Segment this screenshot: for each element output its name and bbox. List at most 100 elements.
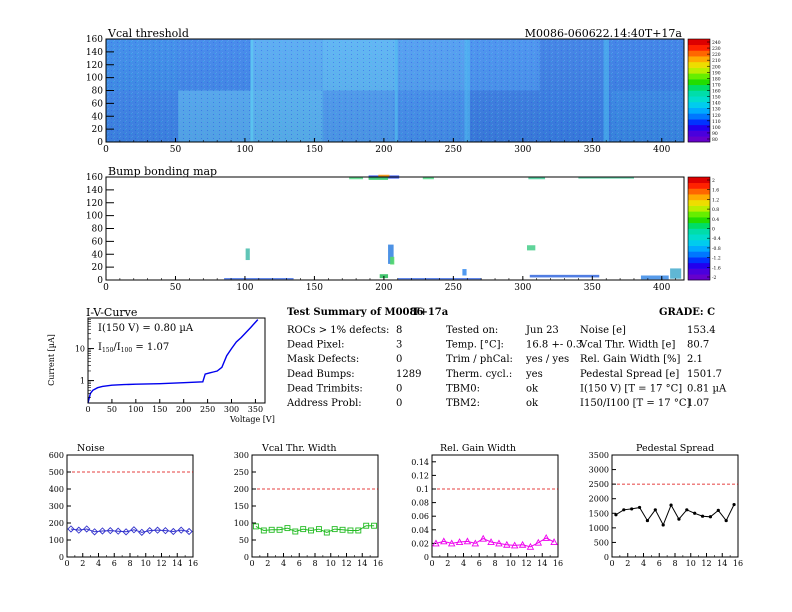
summary-label: Dead Bumps: — [287, 369, 355, 380]
data-point — [339, 526, 346, 533]
scale-band — [688, 234, 710, 241]
test-summary: Test Summary of M0086 T+17a GRADE: C ROC… — [286, 307, 727, 409]
y-tick-label: 60 — [92, 237, 104, 247]
scale-tick-label: 100 — [712, 125, 721, 131]
scale-band — [688, 73, 710, 80]
x-tick-label: 6 — [297, 559, 302, 568]
y-tick-label: 0 — [59, 553, 64, 562]
scale-band — [688, 268, 710, 275]
y-tick-label: 500 — [594, 538, 609, 547]
summary-label: I(150 V) [T = 17 °C] — [580, 383, 682, 394]
y-tick-label: 100 — [86, 212, 103, 222]
data-point — [645, 518, 650, 523]
data-point — [440, 537, 448, 545]
iv-x-tick-label: 350 — [248, 405, 263, 414]
data-point — [432, 539, 440, 547]
summary-value: 0.81 µA — [687, 383, 727, 394]
scale-tick-label: 1.2 — [712, 197, 719, 203]
iv-x-tick-label: 50 — [107, 405, 117, 414]
y-tick-label: 100 — [49, 536, 64, 545]
small-plot-frame — [431, 454, 559, 558]
x-tick-label: 4 — [96, 559, 101, 568]
module-label: M0086-060622.14:40T+17a — [525, 27, 683, 40]
small-plot-title: Noise — [77, 443, 105, 454]
small-plot-title: Pedestal Spread — [636, 443, 714, 454]
scale-band — [688, 194, 710, 201]
scale-tick-label: 160 — [712, 89, 721, 95]
data-point — [708, 515, 713, 519]
scale-band — [688, 56, 710, 63]
series-line — [615, 503, 735, 527]
y-tick-label: 100 — [234, 519, 249, 528]
bump-bonding-map: 0 50 100 150 200 250 300 350 400 0 20 40 60 80 100 120 1… — [86, 173, 685, 293]
vcal-map-title: Vcal threshold — [107, 27, 189, 40]
scale-band — [688, 239, 710, 246]
y-tick-label: 200 — [234, 485, 249, 494]
y-tick-label: 60 — [92, 99, 104, 109]
data-point — [292, 528, 299, 535]
data-point — [114, 527, 122, 535]
iv-x-tick-label: 0 — [85, 405, 90, 414]
y-tick-label: 20 — [92, 263, 104, 273]
data-point — [185, 527, 193, 536]
y-tick-label: 100 — [86, 74, 103, 84]
small-plot: Noise 0 2 4 6 8 10 12 14 16 0 100 200 300 400 500 600 — [49, 443, 198, 568]
summary-label: Tested on: — [446, 325, 498, 336]
x-tick-label: 250 — [445, 145, 462, 155]
y-tick-label: 300 — [49, 502, 64, 511]
data-point — [447, 539, 456, 547]
edge-column — [464, 39, 471, 142]
data-point — [153, 526, 162, 534]
x-tick-label: 0 — [103, 145, 109, 155]
y-tick-label: 120 — [86, 61, 103, 71]
data-point — [637, 505, 642, 510]
x-tick-label: 8 — [127, 559, 132, 568]
data-point — [463, 537, 472, 545]
iv-frame — [87, 317, 266, 404]
scale-band — [688, 188, 710, 195]
summary-label: Temp. [°C]: — [446, 340, 504, 351]
summary-title: Test Summary of M0086 — [287, 307, 423, 318]
y-tick-label: 0.04 — [411, 526, 429, 535]
data-point — [106, 527, 114, 535]
x-tick-label: 350 — [584, 283, 601, 293]
x-tick-label: 8 — [312, 559, 317, 568]
x-tick-label: 400 — [653, 283, 670, 293]
scale-tick-label: 0 — [712, 227, 715, 233]
grade-label: GRADE: C — [659, 307, 715, 318]
data-point — [98, 527, 107, 535]
summary-value: 0 — [396, 354, 402, 365]
scale-band — [688, 96, 710, 103]
summary-value: yes — [525, 369, 543, 380]
x-tick-label: 100 — [236, 145, 253, 155]
y-tick-label: 1500 — [589, 509, 609, 518]
data-point — [315, 526, 322, 533]
data-point — [67, 525, 75, 533]
x-tick-label: 100 — [236, 283, 253, 293]
data-point — [83, 525, 91, 533]
x-tick-label: 12 — [341, 559, 351, 568]
iv-curve-plot: 0 50 100 150 200 250 300 350 1 10 Voltage [V] Curre… — [47, 317, 275, 424]
data-point — [138, 528, 146, 536]
x-tick-label: 2 — [265, 559, 270, 568]
y-tick-label: 2000 — [589, 495, 609, 504]
ratio-i: I — [98, 342, 102, 353]
x-tick-label: 16 — [553, 559, 563, 568]
y-tick-label: 600 — [49, 451, 64, 460]
summary-label: TBM0: — [446, 383, 480, 394]
summary-value: yes / yes — [525, 354, 569, 365]
series-line — [435, 537, 555, 548]
x-tick-label: 200 — [375, 283, 392, 293]
summary-value: Jun 23 — [525, 325, 559, 336]
y-tick-label: 120 — [86, 199, 103, 209]
data-point — [479, 534, 487, 542]
data-point — [471, 539, 480, 547]
scale-tick-label: -0.8 — [712, 246, 721, 252]
summary-label: Mask Defects: — [287, 354, 359, 365]
x-tick-label: 6 — [657, 559, 662, 568]
scale-tick-label: 1.6 — [712, 188, 719, 194]
summary-value: 3 — [396, 340, 402, 351]
y-tick-label: 0.1 — [416, 485, 429, 494]
data-point — [260, 527, 267, 534]
y-tick-label: 0 — [97, 138, 103, 148]
